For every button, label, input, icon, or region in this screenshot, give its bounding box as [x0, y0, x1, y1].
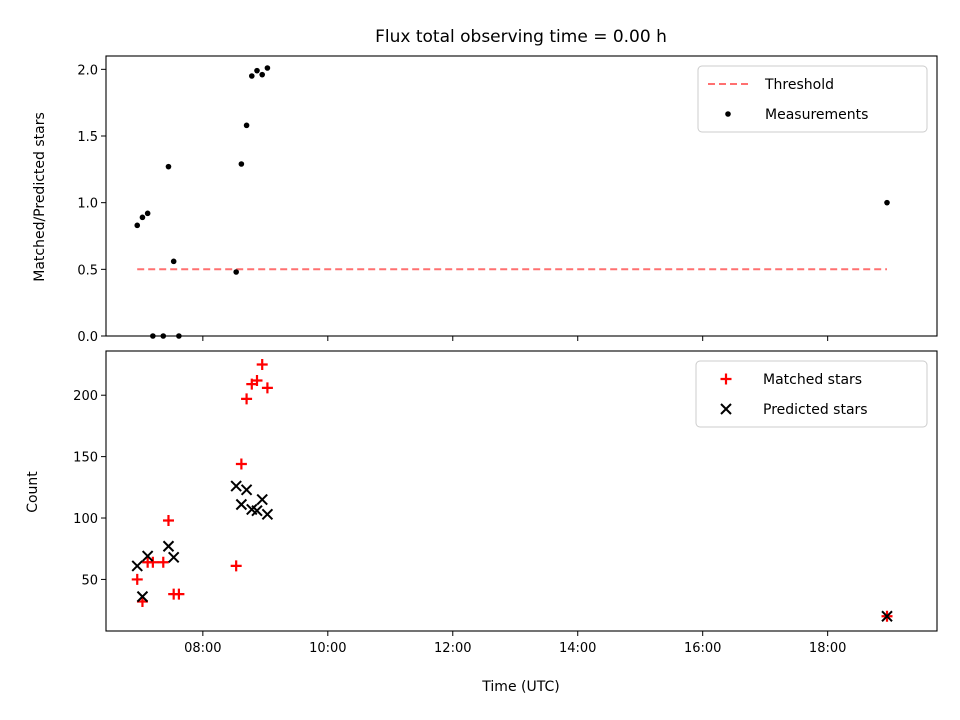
- predicted-star-marker: [141, 550, 154, 562]
- measurement-point: [139, 214, 146, 221]
- matched-star-marker: [230, 560, 242, 572]
- legend-x-swatch: [720, 403, 732, 415]
- measurement-point: [884, 199, 890, 206]
- measurement-point: [170, 258, 177, 265]
- measurement-point: [243, 122, 250, 129]
- bottom-series-matched-stars: [131, 359, 893, 622]
- predicted-star-marker: [167, 551, 180, 564]
- predicted-star-marker: [881, 610, 893, 622]
- legend-label: Matched stars: [763, 372, 862, 388]
- bottom-panel: 50 100 150 200 08:00 10:00 12:00 14:00 16:00 18:0…: [73, 350, 938, 656]
- predicted-star-marker: [131, 560, 143, 572]
- matched-star-marker: [256, 359, 268, 371]
- predicted-star-marker: [256, 493, 268, 506]
- top-y-tick-label: 1.5: [77, 130, 98, 145]
- top-y-tick-label: 1.0: [77, 197, 98, 212]
- matched-star-marker: [131, 573, 143, 585]
- predicted-star-marker: [136, 590, 149, 603]
- bottom-y-tick-label: 100: [73, 512, 98, 527]
- bottom-legend: Matched stars Predicted stars: [695, 360, 928, 428]
- matched-star-marker: [235, 458, 247, 470]
- predicted-star-marker: [261, 508, 274, 521]
- predicted-star-marker: [240, 484, 253, 496]
- predicted-star-marker: [230, 480, 242, 492]
- x-tick-label: 10:00: [309, 641, 346, 656]
- x-tick-label: 18:00: [809, 641, 846, 656]
- x-tick-label: 14:00: [559, 641, 596, 656]
- matched-star-marker: [157, 556, 169, 568]
- x-tick-label: 16:00: [684, 641, 721, 656]
- measurement-point: [134, 222, 141, 229]
- measurement-point: [264, 65, 271, 71]
- top-y-axis-label: Matched/Predicted stars: [32, 112, 48, 282]
- bottom-y-axis-label: Count: [25, 471, 41, 513]
- measurement-point: [259, 71, 266, 78]
- bottom-legend-box: [695, 360, 928, 428]
- legend-label: Predicted stars: [763, 402, 868, 418]
- bottom-series-predicted-stars: [131, 480, 893, 622]
- bottom-y-tick-label: 50: [81, 573, 98, 588]
- legend-label: Measurements: [765, 107, 868, 123]
- matched-star-marker: [162, 514, 174, 526]
- measurement-point: [248, 73, 255, 79]
- chart-title: Flux total observing time = 0.00 h: [375, 27, 667, 47]
- measurement-point: [144, 210, 151, 217]
- bottom-y-tick-label: 150: [73, 451, 98, 466]
- top-series-measurements: [134, 65, 890, 339]
- top-panel: 0.0 0.5 1.0 1.5 2.0 Threshold Measurements: [77, 55, 938, 345]
- measurement-point: [233, 269, 239, 275]
- bottom-y-tick-label: 200: [73, 389, 98, 404]
- predicted-star-marker: [235, 498, 248, 511]
- top-axes-frame: [105, 55, 938, 337]
- bottom-axes-frame: [105, 350, 938, 632]
- legend-label: Threshold: [764, 77, 834, 93]
- matched-star-marker: [241, 393, 253, 405]
- plot-layer: 0.0 0.5 1.0 1.5 2.0 Threshold Measurements 50 10…: [73, 55, 938, 656]
- top-y-tick-label: 0.0: [77, 330, 98, 345]
- top-legend: Threshold Measurements: [697, 65, 928, 133]
- x-axis-label: Time (UTC): [481, 679, 559, 695]
- predicted-star-marker: [162, 540, 175, 552]
- legend-plus-swatch: [720, 373, 732, 385]
- predicted-star-marker: [251, 504, 263, 517]
- measurement-point: [238, 161, 245, 167]
- x-tick-label: 08:00: [184, 641, 221, 656]
- x-tick-label: 12:00: [434, 641, 471, 656]
- top-y-tick-label: 2.0: [77, 63, 98, 78]
- legend-dot-swatch: [725, 111, 731, 117]
- top-legend-box: [697, 65, 928, 133]
- matched-star-marker: [251, 374, 263, 386]
- matched-star-marker: [147, 556, 159, 568]
- measurement-point: [254, 67, 260, 74]
- measurement-point: [165, 163, 172, 170]
- matched-star-marker: [173, 588, 185, 600]
- top-y-tick-label: 0.5: [77, 263, 98, 278]
- matched-star-marker: [261, 382, 273, 394]
